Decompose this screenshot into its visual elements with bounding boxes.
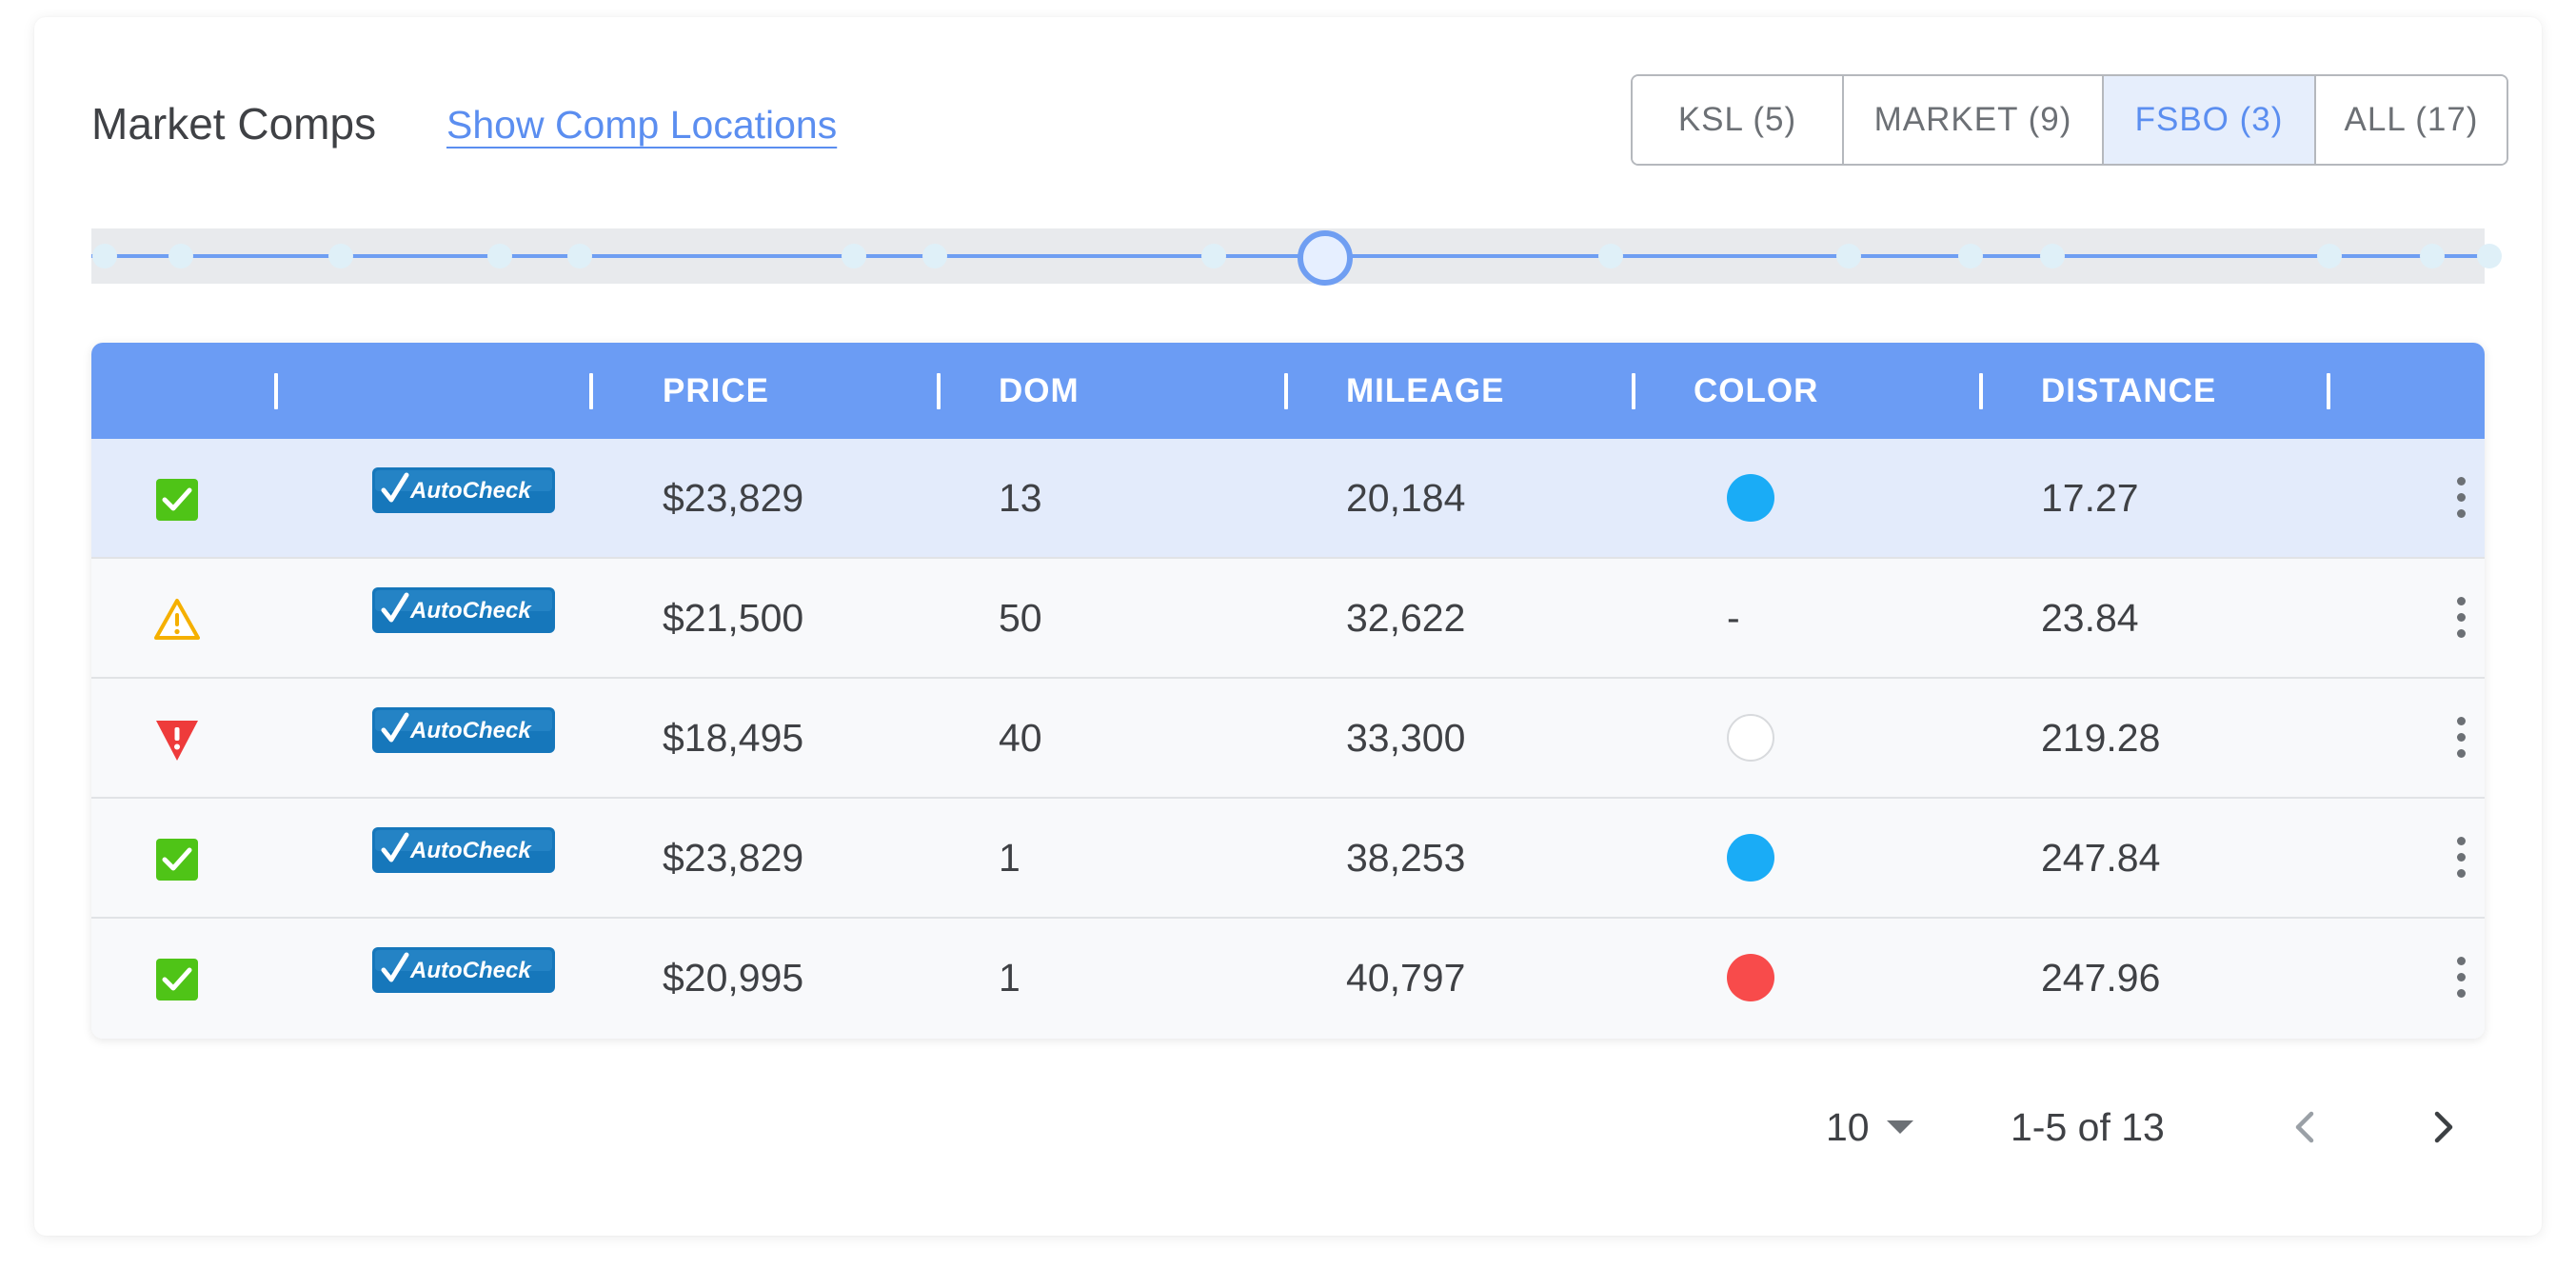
dom-cell: 40 [999, 716, 1042, 760]
slider-tick[interactable] [2477, 244, 2502, 268]
slider-tick[interactable] [2040, 244, 2065, 268]
slider-tick[interactable] [1598, 244, 1623, 268]
color-swatch [1727, 474, 1774, 522]
comp-range-slider[interactable] [91, 228, 2502, 286]
filter-fsbo-button[interactable]: FSBO (3) [2104, 76, 2316, 164]
check-box-icon [154, 837, 200, 882]
column-separator[interactable] [1632, 373, 1635, 409]
autocheck-badge[interactable]: AutoCheck [372, 467, 555, 513]
slider-tick[interactable] [92, 244, 117, 268]
column-separator[interactable] [937, 373, 941, 409]
column-header-dom[interactable]: DOM [999, 372, 1080, 409]
column-separator[interactable] [589, 373, 593, 409]
table-row[interactable]: AutoCheck $18,495 40 33,300 219.28 [91, 679, 2485, 799]
dom-cell: 13 [999, 476, 1042, 520]
show-comp-locations-link[interactable]: Show Comp Locations [446, 103, 838, 147]
rows-per-page-value: 10 [1826, 1105, 1870, 1149]
chevron-left-icon[interactable] [2279, 1100, 2332, 1154]
column-header-price[interactable]: PRICE [663, 372, 769, 409]
price-cell: $23,829 [663, 476, 804, 520]
slider-tick[interactable] [487, 244, 512, 268]
column-header-distance[interactable]: DISTANCE [2041, 372, 2217, 409]
market-comps-card: Market Comps Show Comp Locations KSL (5)… [34, 17, 2542, 1236]
autocheck-label: AutoCheck [409, 838, 532, 863]
comps-table: PRICE DOM MILEAGE COLOR DISTANCE AutoChe… [91, 343, 2485, 1039]
check-box-icon [154, 477, 200, 523]
slider-tick[interactable] [567, 244, 592, 268]
slider-tick[interactable] [2317, 244, 2342, 268]
autocheck-badge[interactable]: AutoCheck [372, 827, 555, 873]
slider-tick[interactable] [328, 244, 353, 268]
distance-cell: 23.84 [2041, 596, 2139, 640]
price-cell: $20,995 [663, 956, 804, 1000]
table-row[interactable]: AutoCheck $21,500 50 32,622 - 23.84 [91, 559, 2485, 679]
slider-tick[interactable] [2420, 244, 2445, 268]
color-swatch [1727, 714, 1774, 762]
dom-cell: 1 [999, 956, 1020, 1000]
color-none: - [1727, 596, 1740, 640]
slider-tick[interactable] [1201, 244, 1226, 268]
price-cell: $23,829 [663, 836, 804, 880]
slider-tick[interactable] [168, 244, 193, 268]
column-separator[interactable] [1979, 373, 1983, 409]
autocheck-label: AutoCheck [409, 478, 532, 504]
more-vertical-icon[interactable] [2447, 835, 2475, 881]
slider-tick[interactable] [842, 244, 866, 268]
filter-button-group: KSL (5) MARKET (9) FSBO (3) ALL (17) [1631, 74, 2508, 166]
autocheck-badge[interactable]: AutoCheck [372, 707, 555, 753]
distance-cell: 219.28 [2041, 716, 2161, 760]
alert-triangle-icon [154, 717, 200, 763]
price-cell: $18,495 [663, 716, 804, 760]
color-swatch [1727, 954, 1774, 1001]
distance-cell: 17.27 [2041, 476, 2139, 520]
mileage-cell: 38,253 [1346, 836, 1466, 880]
more-vertical-icon[interactable] [2447, 715, 2475, 761]
slider-tick[interactable] [1958, 244, 1983, 268]
more-vertical-icon[interactable] [2447, 955, 2475, 1001]
column-separator[interactable] [274, 373, 278, 409]
dom-cell: 1 [999, 836, 1020, 880]
mileage-cell: 40,797 [1346, 956, 1466, 1000]
table-body: AutoCheck $23,829 13 20,184 17.27 AutoCheck $2… [91, 439, 2485, 1039]
table-row[interactable]: AutoCheck $23,829 13 20,184 17.27 [91, 439, 2485, 559]
slider-tick[interactable] [1836, 244, 1861, 268]
mileage-cell: 33,300 [1346, 716, 1466, 760]
chevron-right-icon[interactable] [2416, 1100, 2469, 1154]
dom-cell: 50 [999, 596, 1042, 640]
filter-all-button[interactable]: ALL (17) [2316, 76, 2507, 164]
table-row[interactable]: AutoCheck $23,829 1 38,253 247.84 [91, 799, 2485, 919]
autocheck-badge[interactable]: AutoCheck [372, 587, 555, 633]
autocheck-label: AutoCheck [409, 718, 532, 743]
page-title: Market Comps [91, 99, 377, 149]
slider-handle[interactable] [1298, 230, 1353, 286]
table-header: PRICE DOM MILEAGE COLOR DISTANCE [91, 343, 2485, 439]
mileage-cell: 32,622 [1346, 596, 1466, 640]
filter-market-button[interactable]: MARKET (9) [1844, 76, 2104, 164]
column-header-mileage[interactable]: MILEAGE [1346, 372, 1505, 409]
price-cell: $21,500 [663, 596, 804, 640]
column-header-color[interactable]: COLOR [1694, 372, 1819, 409]
autocheck-badge[interactable]: AutoCheck [372, 947, 555, 993]
more-vertical-icon[interactable] [2447, 475, 2475, 521]
table-row[interactable]: AutoCheck $20,995 1 40,797 247.96 [91, 919, 2485, 1039]
column-separator[interactable] [2327, 373, 2330, 409]
filter-ksl-button[interactable]: KSL (5) [1633, 76, 1844, 164]
slider-tick[interactable] [922, 244, 947, 268]
mileage-cell: 20,184 [1346, 476, 1466, 520]
pagination-range: 1-5 of 13 [2011, 1105, 2165, 1149]
rows-per-page-select[interactable]: 10 [1826, 1097, 1913, 1158]
color-swatch [1727, 834, 1774, 882]
check-box-icon [154, 957, 200, 1002]
warning-triangle-icon [154, 597, 200, 643]
column-separator[interactable] [1284, 373, 1288, 409]
slider-track [91, 254, 2485, 258]
autocheck-label: AutoCheck [409, 958, 532, 983]
caret-down-icon [1886, 1120, 1913, 1135]
distance-cell: 247.84 [2041, 836, 2161, 880]
more-vertical-icon[interactable] [2447, 595, 2475, 641]
distance-cell: 247.96 [2041, 956, 2161, 1000]
autocheck-label: AutoCheck [409, 598, 532, 624]
